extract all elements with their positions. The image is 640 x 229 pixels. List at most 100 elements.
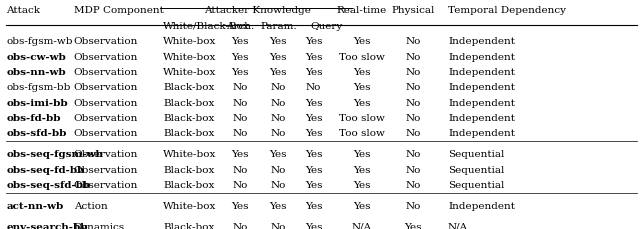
Text: No: No <box>405 165 420 174</box>
Text: obs-cw-wb: obs-cw-wb <box>6 52 66 61</box>
Text: Independent: Independent <box>448 98 515 107</box>
Text: No: No <box>271 98 286 107</box>
Text: Observation: Observation <box>74 83 138 92</box>
Text: Independent: Independent <box>448 37 515 46</box>
Text: env-search-bb: env-search-bb <box>6 221 88 229</box>
Text: Observation: Observation <box>74 114 138 123</box>
Text: Observation: Observation <box>74 52 138 61</box>
Text: Observation: Observation <box>74 98 138 107</box>
Text: Too slow: Too slow <box>339 52 385 61</box>
Text: Observation: Observation <box>74 68 138 77</box>
Text: Black-box: Black-box <box>163 165 214 174</box>
Text: No: No <box>232 165 248 174</box>
Text: Yes: Yes <box>353 150 371 158</box>
Text: Real-time: Real-time <box>337 6 387 15</box>
Text: No: No <box>271 83 286 92</box>
Text: Yes: Yes <box>353 180 371 189</box>
Text: N/A: N/A <box>351 221 372 229</box>
Text: Action: Action <box>74 201 108 210</box>
Text: White-box: White-box <box>163 150 216 158</box>
Text: Yes: Yes <box>305 98 323 107</box>
Text: Sequential: Sequential <box>448 150 504 158</box>
Text: Observation: Observation <box>74 150 138 158</box>
Text: No: No <box>405 129 420 138</box>
Text: obs-fgsm-bb: obs-fgsm-bb <box>6 83 71 92</box>
Text: obs-seq-fd-bb: obs-seq-fd-bb <box>6 165 84 174</box>
Text: Yes: Yes <box>231 68 249 77</box>
Text: Observation: Observation <box>74 165 138 174</box>
Text: Yes: Yes <box>353 98 371 107</box>
Text: No: No <box>271 180 286 189</box>
Text: Independent: Independent <box>448 201 515 210</box>
Text: Yes: Yes <box>305 201 323 210</box>
Text: No: No <box>405 150 420 158</box>
Text: No: No <box>405 114 420 123</box>
Text: No: No <box>405 201 420 210</box>
Text: No: No <box>232 114 248 123</box>
Text: Independent: Independent <box>448 52 515 61</box>
Text: Yes: Yes <box>305 180 323 189</box>
Text: Arch.: Arch. <box>226 22 254 31</box>
Text: No: No <box>306 83 321 92</box>
Text: act-nn-wb: act-nn-wb <box>6 201 63 210</box>
Text: Yes: Yes <box>269 201 287 210</box>
Text: Dynamics: Dynamics <box>74 221 125 229</box>
Text: Observation: Observation <box>74 37 138 46</box>
Text: MDP Component: MDP Component <box>74 6 163 15</box>
Text: Black-box: Black-box <box>163 98 214 107</box>
Text: White-box: White-box <box>163 52 216 61</box>
Text: No: No <box>271 129 286 138</box>
Text: Yes: Yes <box>305 165 323 174</box>
Text: obs-nn-wb: obs-nn-wb <box>6 68 66 77</box>
Text: No: No <box>271 165 286 174</box>
Text: Yes: Yes <box>231 52 249 61</box>
Text: Independent: Independent <box>448 129 515 138</box>
Text: Yes: Yes <box>231 37 249 46</box>
Text: No: No <box>232 180 248 189</box>
Text: obs-seq-sfd-bb: obs-seq-sfd-bb <box>6 180 91 189</box>
Text: Black-box: Black-box <box>163 114 214 123</box>
Text: No: No <box>232 129 248 138</box>
Text: Yes: Yes <box>353 68 371 77</box>
Text: obs-sfd-bb: obs-sfd-bb <box>6 129 67 138</box>
Text: Independent: Independent <box>448 83 515 92</box>
Text: Temporal Dependency: Temporal Dependency <box>448 6 566 15</box>
Text: No: No <box>405 180 420 189</box>
Text: Yes: Yes <box>305 37 323 46</box>
Text: No: No <box>271 114 286 123</box>
Text: Independent: Independent <box>448 68 515 77</box>
Text: Yes: Yes <box>231 150 249 158</box>
Text: Independent: Independent <box>448 114 515 123</box>
Text: obs-seq-fgsm-wb: obs-seq-fgsm-wb <box>6 150 103 158</box>
Text: Observation: Observation <box>74 129 138 138</box>
Text: Yes: Yes <box>269 37 287 46</box>
Text: Yes: Yes <box>305 221 323 229</box>
Text: N/A: N/A <box>448 221 468 229</box>
Text: obs-imi-bb: obs-imi-bb <box>6 98 68 107</box>
Text: No: No <box>232 83 248 92</box>
Text: Physical: Physical <box>391 6 435 15</box>
Text: No: No <box>405 68 420 77</box>
Text: obs-fd-bb: obs-fd-bb <box>6 114 61 123</box>
Text: Black-box: Black-box <box>163 129 214 138</box>
Text: Query: Query <box>310 22 342 31</box>
Text: White-box: White-box <box>163 68 216 77</box>
Text: obs-fgsm-wb: obs-fgsm-wb <box>6 37 73 46</box>
Text: Yes: Yes <box>353 83 371 92</box>
Text: Yes: Yes <box>269 52 287 61</box>
Text: Yes: Yes <box>305 129 323 138</box>
Text: Yes: Yes <box>305 52 323 61</box>
Text: No: No <box>271 221 286 229</box>
Text: Yes: Yes <box>404 221 422 229</box>
Text: Yes: Yes <box>269 68 287 77</box>
Text: White-box: White-box <box>163 201 216 210</box>
Text: Black-box: Black-box <box>163 180 214 189</box>
Text: Yes: Yes <box>231 201 249 210</box>
Text: Param.: Param. <box>260 22 297 31</box>
Text: Yes: Yes <box>353 37 371 46</box>
Text: White-box: White-box <box>163 37 216 46</box>
Text: No: No <box>405 52 420 61</box>
Text: Yes: Yes <box>305 68 323 77</box>
Text: Yes: Yes <box>269 150 287 158</box>
Text: Black-box: Black-box <box>163 221 214 229</box>
